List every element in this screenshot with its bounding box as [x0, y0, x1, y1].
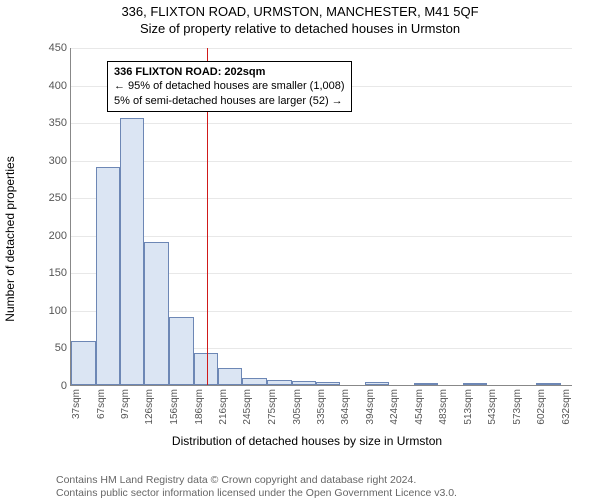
x-tick-label: 156sqm — [169, 389, 180, 425]
y-tick-label: 0 — [61, 380, 67, 392]
gridline — [71, 123, 572, 124]
attribution-footer: Contains HM Land Registry data © Crown c… — [56, 474, 457, 500]
histogram-bar — [536, 383, 561, 385]
footer-line-1: Contains HM Land Registry data © Crown c… — [56, 474, 457, 487]
histogram-bar — [242, 378, 267, 386]
histogram-bar — [463, 383, 488, 385]
x-tick-label: 483sqm — [438, 389, 449, 425]
x-tick-label: 216sqm — [218, 389, 229, 425]
info-line-2: ← 95% of detached houses are smaller (1,… — [114, 79, 345, 93]
y-tick-label: 150 — [49, 267, 67, 279]
x-tick-label: 632sqm — [561, 389, 572, 425]
x-tick-label: 97sqm — [120, 389, 131, 419]
x-tick-label: 245sqm — [242, 389, 253, 425]
histogram-bar — [316, 382, 340, 385]
y-tick-label: 200 — [49, 230, 67, 242]
y-axis-label: Number of detached properties — [3, 156, 17, 321]
x-tick-label: 394sqm — [365, 389, 376, 425]
histogram-bar — [96, 167, 121, 385]
gridline — [71, 236, 572, 237]
x-tick-label: 67sqm — [96, 389, 107, 419]
y-tick-label: 350 — [49, 117, 67, 129]
x-tick-label: 454sqm — [414, 389, 425, 425]
x-tick-label: 186sqm — [194, 389, 205, 425]
x-tick-label: 513sqm — [463, 389, 474, 425]
x-axis-label: Distribution of detached houses by size … — [38, 434, 576, 448]
histogram-bar — [414, 383, 438, 385]
footer-line-2: Contains public sector information licen… — [56, 487, 457, 500]
chart-area: Number of detached properties 0501001502… — [38, 48, 576, 430]
info-line-3: 5% of semi-detached houses are larger (5… — [114, 94, 345, 108]
x-tick-label: 37sqm — [71, 389, 82, 419]
x-tick-label: 305sqm — [292, 389, 303, 425]
histogram-bar — [120, 118, 144, 385]
x-tick-label: 602sqm — [536, 389, 547, 425]
plot-region: 050100150200250300350400450 336 FLIXTON … — [70, 48, 572, 386]
x-tick-label: 543sqm — [487, 389, 498, 425]
histogram-bar — [365, 382, 390, 385]
title-subtitle: Size of property relative to detached ho… — [0, 21, 600, 36]
x-tick-label: 275sqm — [267, 389, 278, 425]
chart-titles: 336, FLIXTON ROAD, URMSTON, MANCHESTER, … — [0, 4, 600, 36]
y-tick-label: 50 — [55, 342, 67, 354]
histogram-bar — [292, 381, 317, 386]
histogram-bar — [144, 242, 169, 385]
x-tick-label: 126sqm — [144, 389, 155, 425]
marker-info-box: 336 FLIXTON ROAD: 202sqm ← 95% of detach… — [107, 61, 352, 112]
histogram-bar — [71, 341, 96, 385]
y-tick-label: 300 — [49, 155, 67, 167]
histogram-bar — [267, 380, 292, 385]
y-tick-label: 100 — [49, 305, 67, 317]
gridline — [71, 48, 572, 49]
x-tick-label: 424sqm — [389, 389, 400, 425]
x-tick-label: 364sqm — [340, 389, 351, 425]
x-tick-label: 573sqm — [512, 389, 523, 425]
info-line-1: 336 FLIXTON ROAD: 202sqm — [114, 65, 345, 79]
y-tick-label: 450 — [49, 42, 67, 54]
gridline — [71, 161, 572, 162]
y-tick-label: 250 — [49, 192, 67, 204]
histogram-bar — [169, 317, 194, 385]
x-tick-label: 335sqm — [316, 389, 327, 425]
gridline — [71, 198, 572, 199]
y-tick-label: 400 — [49, 80, 67, 92]
histogram-bar — [218, 368, 242, 385]
title-address: 336, FLIXTON ROAD, URMSTON, MANCHESTER, … — [0, 4, 600, 19]
